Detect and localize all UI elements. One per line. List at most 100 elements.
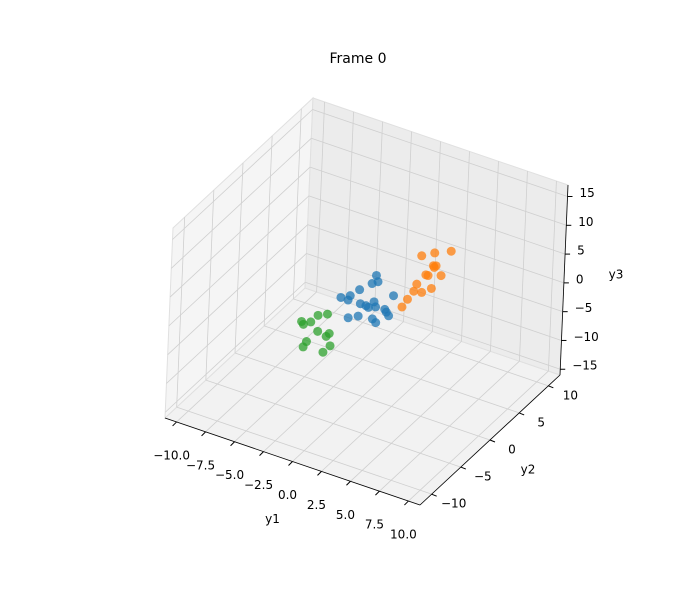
x-tick xyxy=(172,421,177,427)
axis-line xyxy=(559,184,569,376)
x-tick xyxy=(288,461,293,466)
point xyxy=(324,328,334,338)
x-tick xyxy=(230,441,235,447)
point xyxy=(426,283,436,293)
point xyxy=(428,261,438,271)
grid-line xyxy=(432,141,441,332)
point xyxy=(430,248,440,258)
grid-line xyxy=(293,298,549,387)
grid-line xyxy=(234,162,244,354)
y-axis-label: y2 xyxy=(521,463,536,477)
y-tick-label: 5 xyxy=(537,415,545,429)
point xyxy=(313,326,323,336)
grid-line xyxy=(312,109,568,197)
grid-line xyxy=(169,166,311,298)
point xyxy=(325,341,335,351)
point xyxy=(371,302,381,312)
grid-line xyxy=(316,101,325,292)
chart-title: Frame 0 xyxy=(330,51,387,67)
z-tick-label: 5 xyxy=(577,244,585,258)
x-tick-label: 2.5 xyxy=(307,498,326,512)
grid-line xyxy=(205,379,461,468)
point xyxy=(384,311,394,321)
z-tick-label: −10 xyxy=(573,330,598,344)
point xyxy=(355,285,365,295)
grid-line xyxy=(176,406,432,495)
y-tick xyxy=(518,412,525,416)
y-tick-label: −10 xyxy=(441,497,466,511)
x-tick xyxy=(375,490,380,496)
grid-line xyxy=(292,108,302,299)
grid-line xyxy=(176,217,186,408)
x-tick-label: 5.0 xyxy=(336,508,355,522)
y-tick xyxy=(548,385,554,389)
y-tick-label: −5 xyxy=(474,470,492,484)
grid-line xyxy=(311,137,567,226)
x-axis-label: y1 xyxy=(265,512,280,526)
grid-line xyxy=(345,111,354,302)
point xyxy=(363,302,373,312)
grid-line xyxy=(167,224,308,355)
x-tick xyxy=(317,471,322,476)
x-tick-label: 10.0 xyxy=(390,528,417,542)
grid-line xyxy=(205,190,215,381)
point xyxy=(389,291,399,301)
point xyxy=(297,316,307,326)
grid-line xyxy=(461,151,470,342)
point xyxy=(417,287,427,297)
x-tick xyxy=(201,431,206,437)
point xyxy=(409,286,419,296)
point xyxy=(417,251,427,261)
point xyxy=(306,317,316,327)
grid-line xyxy=(308,195,565,284)
axis-line xyxy=(164,417,421,506)
point xyxy=(423,271,433,281)
z-tick-label: 10 xyxy=(578,215,593,229)
grid-line xyxy=(166,253,307,384)
point xyxy=(412,279,422,289)
x-tick xyxy=(259,451,264,456)
x-tick xyxy=(346,480,351,486)
z-tick-label: −5 xyxy=(575,301,593,315)
x-tick-label: 0.0 xyxy=(278,488,297,502)
grid-line xyxy=(519,171,528,362)
y-tick-label: 10 xyxy=(563,388,578,402)
z-tick-label: −15 xyxy=(572,359,597,373)
y-tick xyxy=(460,466,467,470)
x-tick-label: −2.5 xyxy=(244,478,273,492)
grid-line xyxy=(403,131,412,322)
point xyxy=(336,292,346,302)
point xyxy=(402,294,412,304)
point xyxy=(397,302,407,312)
point xyxy=(353,311,363,321)
axis-line xyxy=(419,374,561,506)
point xyxy=(343,313,353,323)
grid-line xyxy=(164,281,306,413)
point xyxy=(322,309,332,319)
x-tick xyxy=(404,500,409,506)
y-tick xyxy=(431,493,437,497)
grid-line xyxy=(171,138,312,269)
z-tick-label: 0 xyxy=(576,272,584,286)
grid-line xyxy=(309,166,566,255)
point xyxy=(298,342,308,352)
grid-line xyxy=(306,253,562,341)
grid-line xyxy=(548,181,557,372)
x-tick-label: −7.5 xyxy=(186,458,215,472)
x-tick-label: −5.0 xyxy=(215,468,244,482)
y-tick xyxy=(489,439,496,443)
y-tick-label: 0 xyxy=(508,443,516,457)
x-tick-label: 7.5 xyxy=(365,518,384,532)
point xyxy=(446,246,456,256)
z-axis-label: y3 xyxy=(609,268,624,282)
point xyxy=(318,347,328,357)
point xyxy=(373,277,383,287)
grid-line xyxy=(168,195,310,327)
grid-line xyxy=(172,109,313,240)
grid-line xyxy=(263,135,273,326)
x-tick-label: −10.0 xyxy=(153,448,190,462)
point xyxy=(371,318,381,328)
grid-line xyxy=(490,161,499,352)
point xyxy=(313,310,323,320)
z-tick-label: 15 xyxy=(580,186,595,200)
